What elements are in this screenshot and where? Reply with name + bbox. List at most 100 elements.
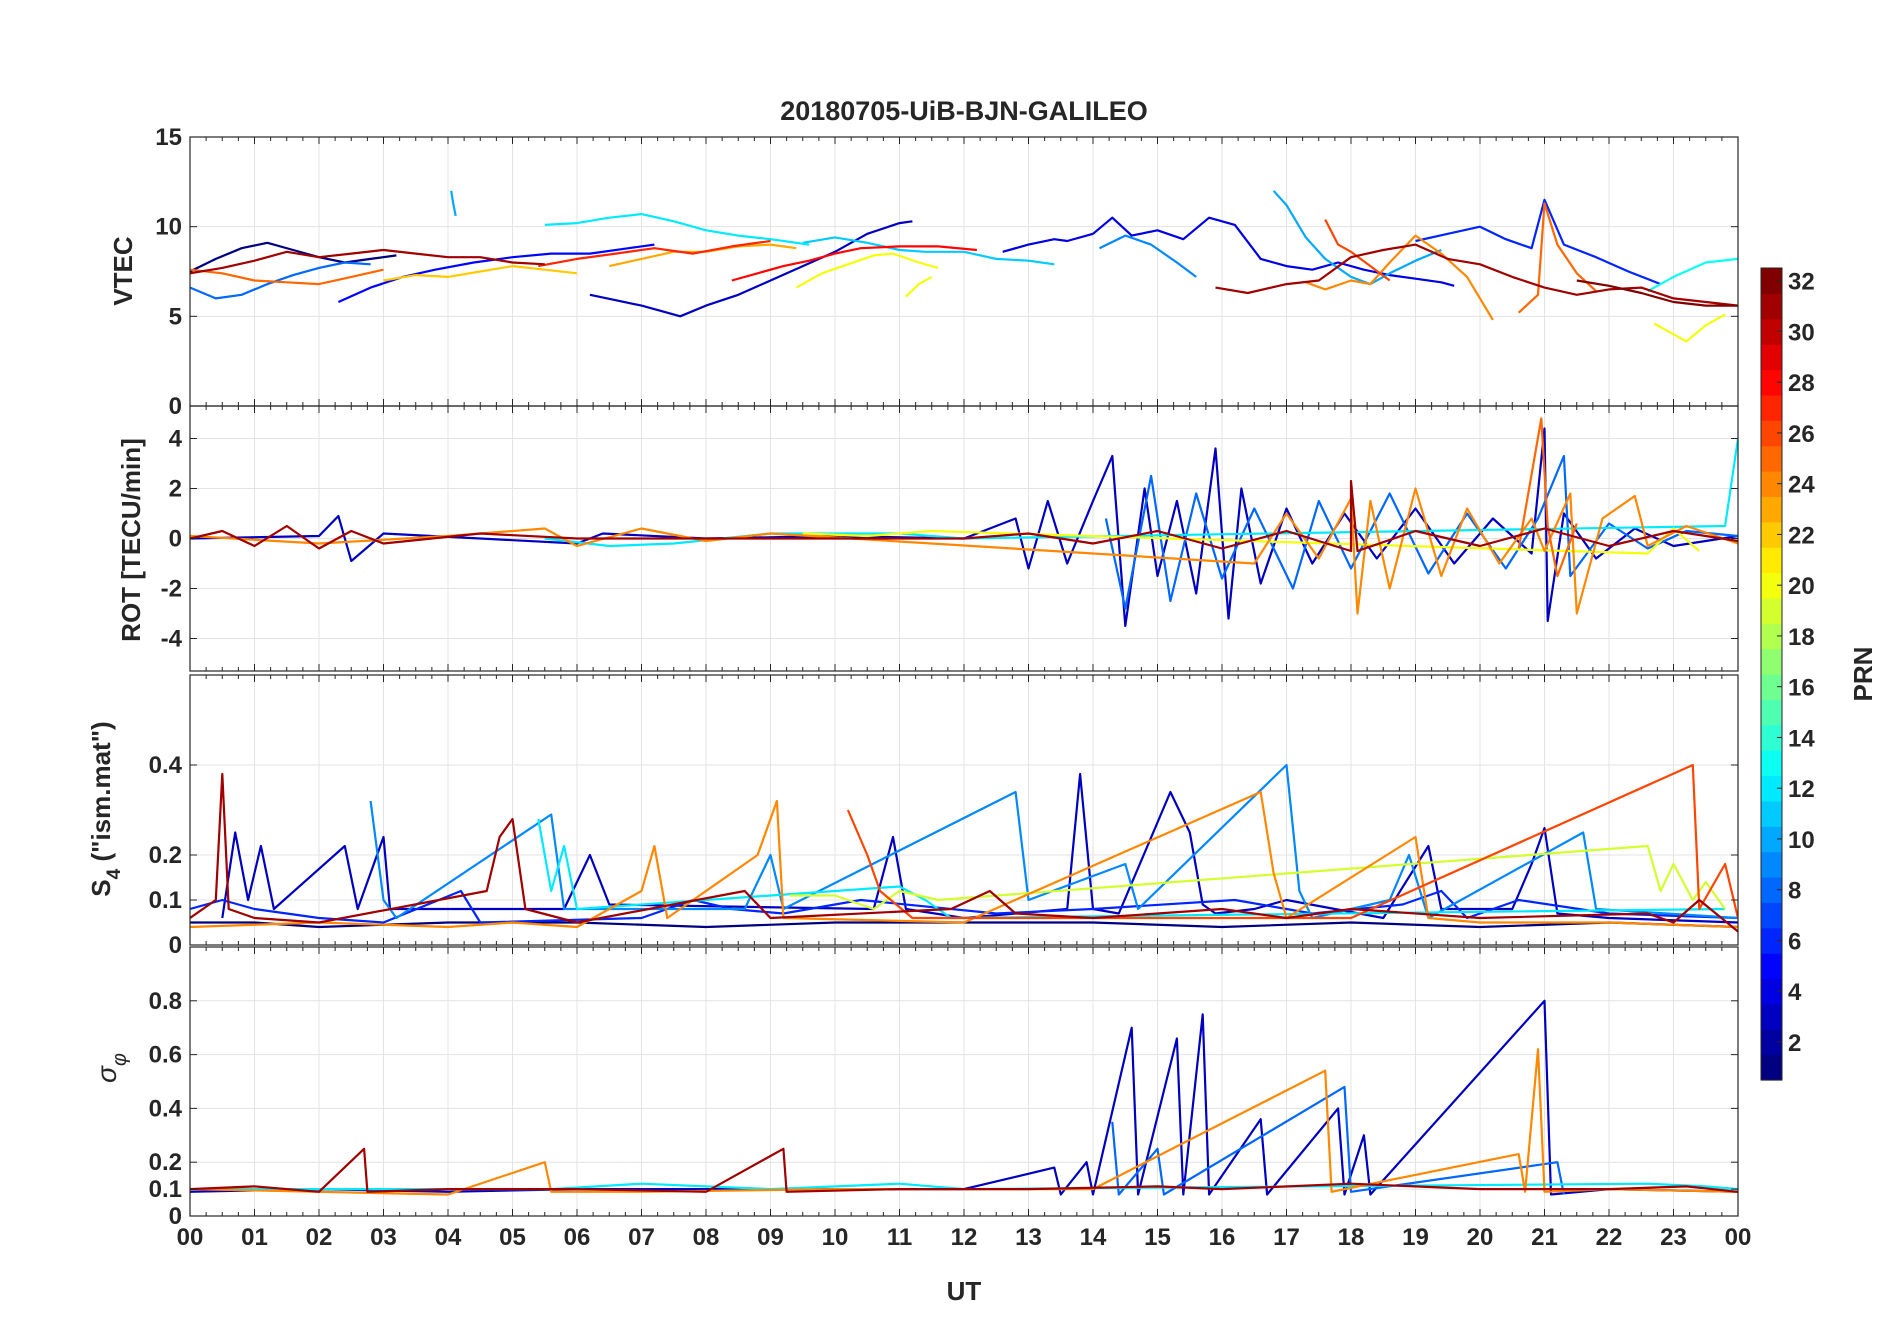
colorbar-cell (1761, 724, 1782, 751)
colorbar-cell (1761, 750, 1782, 777)
x-tick-label: 02 (306, 1224, 333, 1251)
x-tick-label: 06 (564, 1224, 591, 1251)
vtec-series-prn-6 (1415, 198, 1662, 286)
vtec-series-prn-26 (1324, 218, 1391, 282)
vtec-series-prn-20 (1653, 313, 1726, 343)
colorbar-cell (1761, 420, 1782, 447)
vtec-series-prn-13 (1647, 257, 1738, 293)
vtec-ytick-label: 0 (169, 393, 182, 420)
colorbar-cell (1761, 572, 1782, 599)
vtec-series-prn-20 (905, 275, 933, 298)
vtec-series-prn-25 (190, 268, 384, 286)
colorbar-cells (1761, 268, 1782, 1081)
sigma-series-prn-31 (190, 1147, 1738, 1193)
colorbar-cell (1761, 826, 1782, 853)
vtec-ytick-label: 15 (155, 124, 182, 151)
x-tick-label: 21 (1531, 1224, 1558, 1251)
colorbar-cell (1761, 978, 1782, 1005)
colorbar-tick-label: 12 (1788, 776, 1815, 803)
s4-series-prn-1 (190, 921, 1738, 929)
x-tick-label: 19 (1402, 1224, 1429, 1251)
s4-ylabel-sub: 4 (104, 868, 125, 879)
x-tick-label: 17 (1273, 1224, 1300, 1251)
rot-ytick-label: 4 (169, 426, 183, 453)
colorbar-tick-label: 4 (1788, 979, 1802, 1006)
colorbar-tick-label: 30 (1788, 319, 1815, 346)
s4-series-prn-12 (537, 818, 1726, 920)
vtec-series-prn-24 (1305, 234, 1494, 321)
x-axis-label: UT (947, 1276, 982, 1306)
s4-series (190, 763, 1738, 933)
chart-title: 20180705-UiB-BJN-GALILEO (780, 96, 1148, 126)
panel-rot: -4 -2 0 2 4 ROT [TECU/min] (116, 405, 1739, 672)
vtec-series-prn-12 (544, 213, 810, 246)
panel-vtec: 0 5 10 15 VTEC (108, 124, 1739, 420)
x-tick-labels: 00 01 02 03 04 05 06 07 08 09 10 11 12 13 14 15 16 17 18 19… (177, 1224, 1752, 1251)
rot-series-prn-24 (190, 487, 1738, 615)
x-tick-label: 05 (499, 1224, 526, 1251)
s4-yticks: 0 0.1 0.2 0.4 (149, 675, 1739, 959)
x-tick-label: 10 (822, 1224, 849, 1251)
s4-series-prn-9 (369, 763, 1738, 920)
vtec-series-prn-32 (1576, 279, 1738, 307)
s4-ylabel: S4 ("ism.mat") (86, 721, 125, 896)
x-tick-label: 00 (177, 1224, 204, 1251)
colorbar-cell (1761, 902, 1782, 929)
colorbar-cell (1761, 1003, 1782, 1030)
x-tick-label: 22 (1596, 1224, 1623, 1251)
vtec-series (190, 190, 1738, 343)
colorbar-cell (1761, 674, 1782, 700)
x-tick-label: 18 (1338, 1224, 1365, 1251)
vtec-series-prn-22 (383, 265, 578, 282)
sigma-ytick-label: 0.2 (149, 1149, 182, 1176)
colorbar-cell (1761, 521, 1782, 548)
s4-ytick-label: 0.2 (149, 842, 182, 869)
s4-ylabel-main: S (86, 879, 116, 896)
x-tick-label: 23 (1660, 1224, 1687, 1251)
vtec-series-prn-20 (795, 252, 939, 289)
colorbar-cell (1761, 268, 1782, 294)
colorbar-cell (1761, 1054, 1782, 1081)
sigma-series-prn-24 (190, 1048, 1738, 1196)
x-tick-label: 00 (1725, 1224, 1752, 1251)
rot-ytick-label: 2 (169, 476, 182, 503)
colorbar-cell (1761, 699, 1782, 726)
colorbar-tick-label: 22 (1788, 522, 1815, 549)
vtec-series-prn-28 (731, 245, 978, 282)
vtec-series-prn-10 (1272, 190, 1442, 286)
x-tick-label: 11 (887, 1224, 912, 1251)
colorbar-cell (1761, 293, 1782, 320)
x-tick-label: 07 (628, 1224, 655, 1251)
vtec-series-prn-31 (190, 248, 545, 275)
x-tick-label: 16 (1209, 1224, 1236, 1251)
vtec-series-prn-1 (190, 241, 397, 273)
colorbar-cell (1761, 547, 1782, 574)
s4-series-prn-19 (789, 844, 1726, 911)
colorbar-cell (1761, 800, 1782, 827)
vtec-series-prn-25 (1517, 202, 1597, 314)
x-tick-label: 15 (1144, 1224, 1171, 1251)
colorbar-cell (1761, 775, 1782, 802)
colorbar-cell (1761, 471, 1782, 497)
vtec-series-prn-31 (1215, 243, 1738, 307)
rot-ylabel: ROT [TECU/min] (116, 438, 146, 642)
colorbar-cell (1761, 369, 1782, 396)
vtec-series-prn-11 (802, 236, 1055, 266)
s4-ytick-label: 0 (169, 932, 182, 959)
rot-series-prn-12 (544, 438, 1738, 548)
colorbar-tick-label: 16 (1788, 675, 1815, 702)
vtec-series-prn-10 (450, 190, 457, 217)
vtec-series-prn-9 (1099, 234, 1197, 278)
sigma-ytick-label: 0.1 (149, 1176, 182, 1203)
colorbar-cell (1761, 597, 1782, 624)
x-tick-label: 12 (951, 1224, 978, 1251)
s4-series-prn-26 (846, 763, 1738, 920)
colorbar-tick-label: 10 (1788, 827, 1815, 854)
vtec-ytick-label: 10 (155, 214, 182, 241)
s4-ylabel-rest: ("ism.mat") (86, 721, 116, 868)
x-tick-label: 13 (1015, 1224, 1042, 1251)
x-tick-label: 20 (1467, 1224, 1494, 1251)
